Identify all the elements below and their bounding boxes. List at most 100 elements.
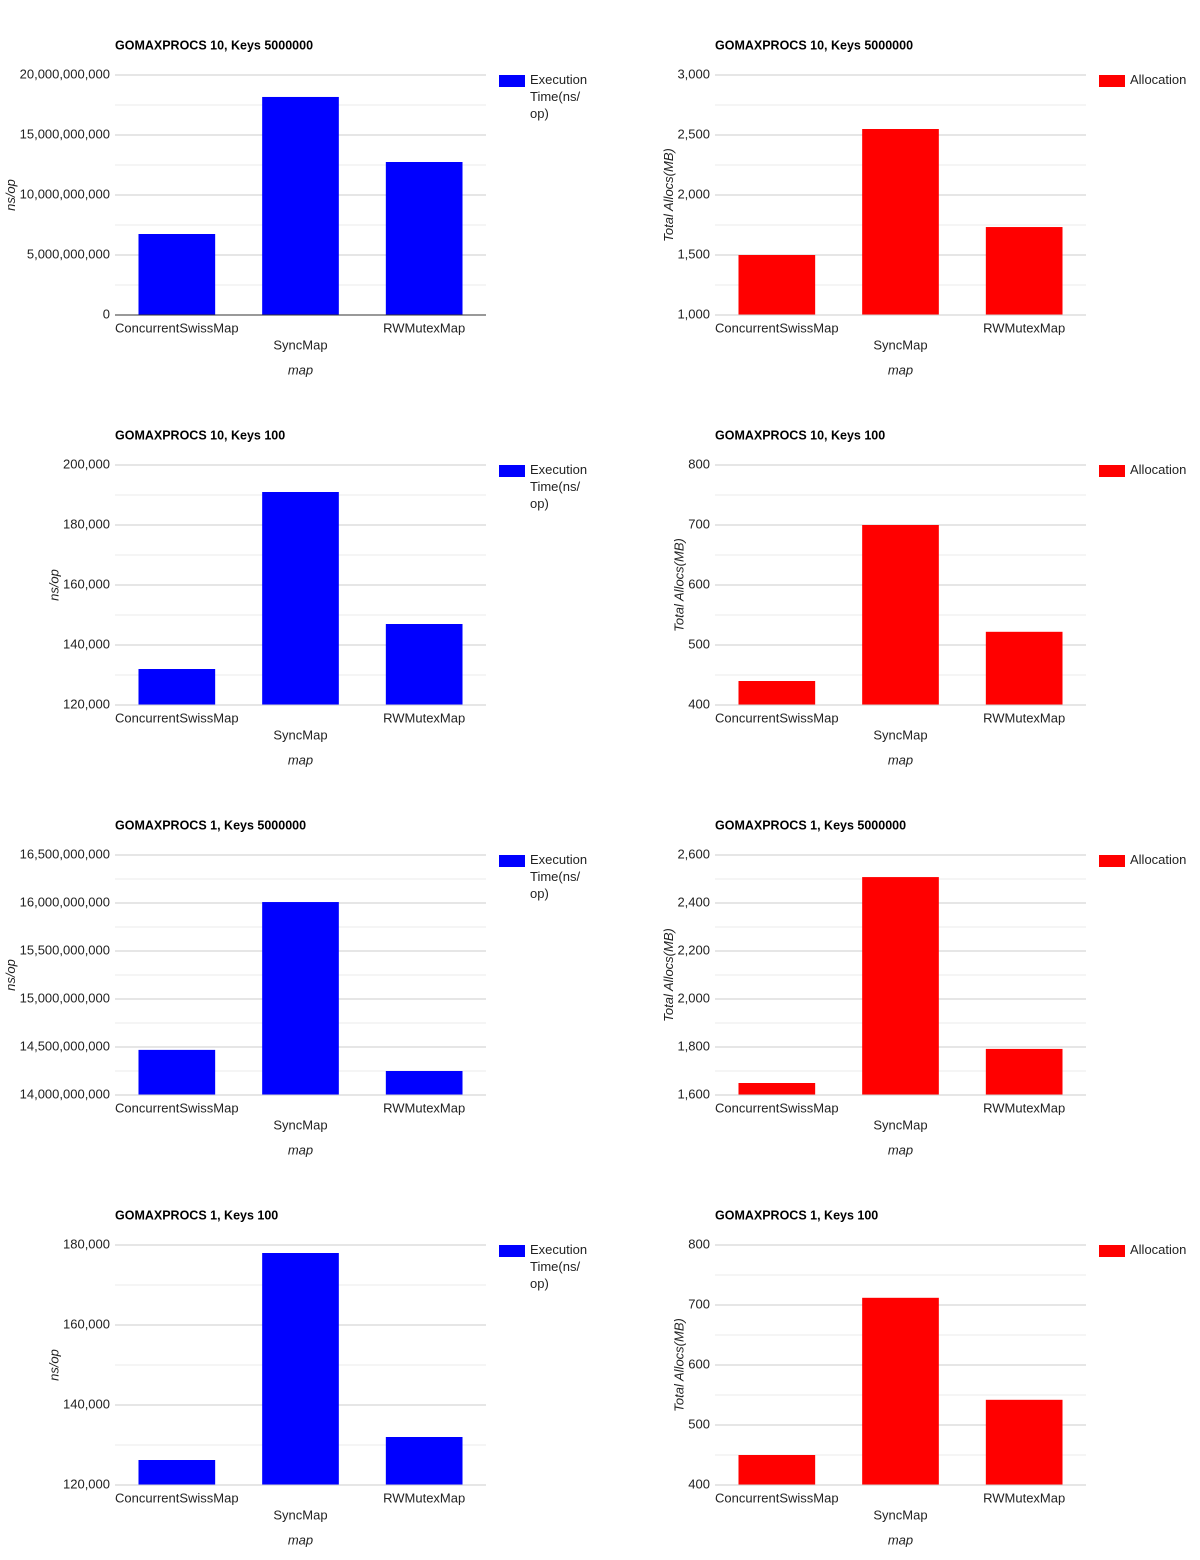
legend-label: Allocation	[1130, 72, 1186, 87]
y-axis-title: ns/op	[46, 569, 61, 601]
y-tick-label: 400	[688, 696, 710, 711]
y-tick-label: 800	[688, 1236, 710, 1251]
legend-swatch	[1099, 465, 1125, 477]
legend-swatch	[1099, 855, 1125, 867]
x-tick-label: SyncMap	[273, 1507, 327, 1522]
x-tick-label: SyncMap	[273, 337, 327, 352]
y-tick-label: 1,600	[677, 1086, 710, 1101]
y-tick-label: 2,200	[677, 942, 710, 957]
bar	[262, 1253, 339, 1485]
chart-title: GOMAXPROCS 1, Keys 100	[715, 1208, 878, 1222]
y-tick-label: 180,000	[63, 1236, 110, 1251]
x-tick-label: RWMutexMap	[383, 1490, 465, 1505]
y-tick-label: 140,000	[63, 636, 110, 651]
legend-swatch	[499, 465, 525, 477]
y-tick-label: 15,000,000,000	[20, 990, 110, 1005]
bar	[262, 96, 339, 316]
x-tick-label: RWMutexMap	[983, 1100, 1065, 1115]
x-tick-label: RWMutexMap	[383, 320, 465, 335]
y-tick-label: 1,500	[677, 246, 710, 261]
y-axis-title: Total Allocs(MB)	[661, 148, 676, 242]
y-tick-label: 2,000	[677, 990, 710, 1005]
y-axis-title: ns/op	[3, 179, 18, 211]
y-tick-label: 160,000	[63, 1316, 110, 1331]
chart: GOMAXPROCS 1, Keys 100 400 500 600 700 800 Tot…	[672, 1208, 1187, 1547]
x-tick-label: SyncMap	[273, 1117, 327, 1132]
y-tick-label: 600	[688, 1356, 710, 1371]
bar	[385, 624, 463, 705]
chart-title: GOMAXPROCS 10, Keys 5000000	[715, 38, 913, 52]
bar	[985, 1048, 1063, 1095]
x-axis-title: map	[888, 1532, 913, 1547]
x-tick-label: ConcurrentSwissMap	[115, 1100, 239, 1115]
chart-title: GOMAXPROCS 1, Keys 5000000	[115, 818, 306, 832]
bar	[262, 492, 339, 705]
y-axis-title: ns/op	[46, 1349, 61, 1381]
legend-swatch	[1099, 1245, 1125, 1257]
chart: GOMAXPROCS 1, Keys 100 120,000 140,000 160,…	[46, 1208, 587, 1547]
legend-swatch	[499, 855, 525, 867]
y-tick-label: 16,500,000,000	[20, 846, 110, 861]
y-tick-label: 2,400	[677, 894, 710, 909]
y-axis-title: ns/op	[3, 959, 18, 991]
bar	[862, 525, 939, 705]
x-tick-label: SyncMap	[873, 337, 927, 352]
legend-label: Allocation	[1130, 852, 1186, 867]
x-tick-label: SyncMap	[873, 1507, 927, 1522]
x-axis-title: map	[288, 752, 313, 767]
bar	[985, 227, 1063, 315]
y-axis-title: Total Allocs(MB)	[672, 538, 687, 632]
x-tick-label: SyncMap	[273, 727, 327, 742]
y-tick-label: 200,000	[63, 456, 110, 471]
y-tick-label: 120,000	[63, 1476, 110, 1491]
bar	[862, 129, 939, 315]
y-tick-label: 1,000	[677, 306, 710, 321]
y-tick-label: 500	[688, 1416, 710, 1431]
bar	[738, 1455, 816, 1485]
y-tick-label: 700	[688, 516, 710, 531]
bar	[738, 681, 816, 705]
x-tick-label: ConcurrentSwissMap	[115, 1490, 239, 1505]
chart-title: GOMAXPROCS 10, Keys 5000000	[115, 38, 313, 52]
x-axis-title: map	[288, 1142, 313, 1157]
y-tick-label: 500	[688, 636, 710, 651]
chart: GOMAXPROCS 1, Keys 5000000 1,600 1,800 2,00…	[661, 818, 1186, 1157]
x-tick-label: SyncMap	[873, 1117, 927, 1132]
y-tick-label: 14,000,000,000	[20, 1086, 110, 1101]
bar	[385, 1071, 463, 1095]
bar	[262, 902, 339, 1095]
x-tick-label: RWMutexMap	[983, 320, 1065, 335]
chart-title: GOMAXPROCS 1, Keys 5000000	[715, 818, 906, 832]
x-axis-title: map	[888, 752, 913, 767]
x-tick-label: RWMutexMap	[983, 710, 1065, 725]
x-axis-title: map	[288, 1532, 313, 1547]
bar	[862, 877, 939, 1095]
bar	[138, 234, 216, 315]
bar	[385, 1437, 463, 1485]
x-tick-label: ConcurrentSwissMap	[715, 320, 839, 335]
legend-label: Execution Time(ns/op)	[530, 462, 587, 511]
legend-swatch	[499, 1245, 525, 1257]
y-tick-label: 120,000	[63, 696, 110, 711]
x-tick-label: RWMutexMap	[383, 1100, 465, 1115]
x-tick-label: RWMutexMap	[383, 710, 465, 725]
x-axis-title: map	[888, 362, 913, 377]
legend-label: Execution Time(ns/op)	[530, 72, 587, 121]
y-tick-label: 800	[688, 456, 710, 471]
chart-title: GOMAXPROCS 1, Keys 100	[115, 1208, 278, 1222]
bar	[385, 162, 463, 315]
chart: GOMAXPROCS 1, Keys 5000000 14,000,000,000…	[3, 818, 587, 1157]
y-tick-label: 140,000	[63, 1396, 110, 1411]
bar	[985, 631, 1063, 705]
y-tick-label: 5,000,000,000	[27, 246, 110, 261]
y-tick-label: 3,000	[677, 66, 710, 81]
bar	[985, 1399, 1063, 1485]
y-axis-title: Total Allocs(MB)	[661, 928, 676, 1022]
y-tick-label: 2,500	[677, 126, 710, 141]
y-tick-label: 700	[688, 1296, 710, 1311]
legend-label: Execution Time(ns/op)	[530, 852, 587, 901]
legend-swatch	[1099, 75, 1125, 87]
chart: GOMAXPROCS 10, Keys 5000000 1,000 1,500 2,0…	[661, 38, 1186, 377]
chart-title: GOMAXPROCS 10, Keys 100	[115, 428, 285, 442]
